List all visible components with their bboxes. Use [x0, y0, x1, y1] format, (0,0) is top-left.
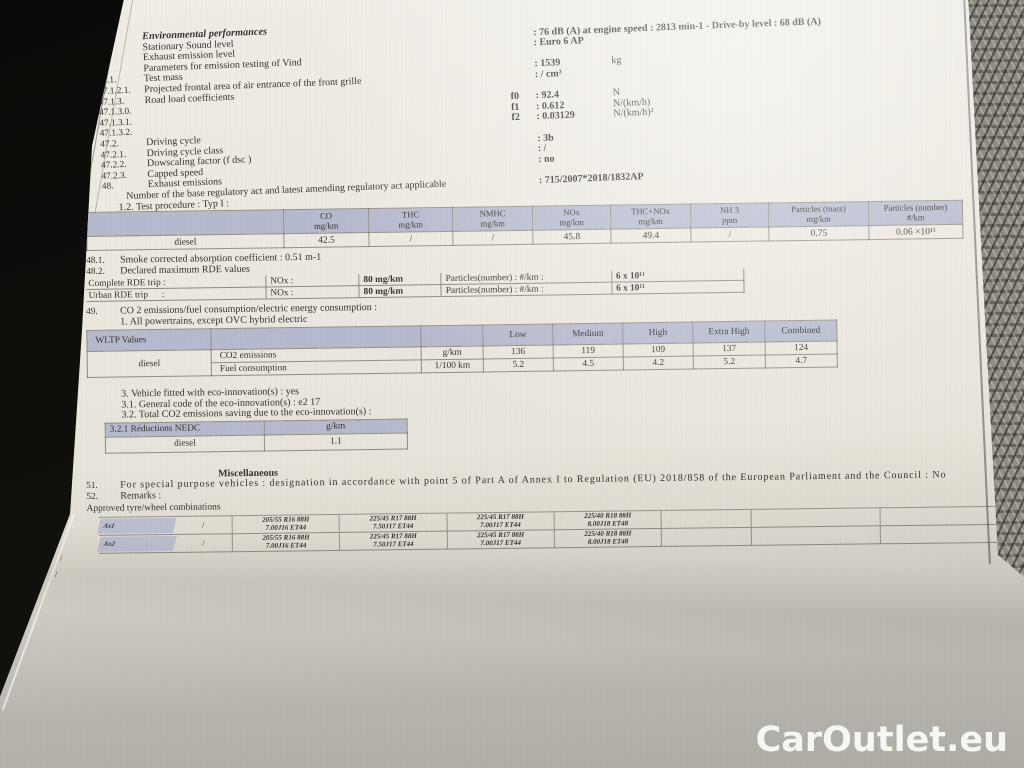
caroutlet-watermark: CarOutlet.eu [755, 720, 1008, 760]
environmental-performances-section: Environmental performances Stationary So… [96, 1, 974, 214]
co2-section: 49. CO 2 emissions/fuel consumption/elect… [86, 296, 868, 453]
nedc-reductions-table: 3.2.1 Réductions NEDC g/km diesel 1.1 [105, 418, 408, 453]
tyre-spec-cell: 225/45 R17 88H 7.50J17 ET44 [339, 531, 447, 550]
slash-mark: / [60, 553, 63, 563]
emissions-value-cell: 45.8 [532, 229, 611, 245]
slash-mark: / [202, 538, 205, 548]
emissions-value-cell: / [690, 227, 769, 243]
emissions-value-cell: 0.06 ×10¹¹ [868, 224, 963, 240]
empty-cell [661, 527, 751, 546]
wltp-header-cell: Medium [552, 323, 624, 345]
empty-cell [879, 524, 1001, 544]
tyre-spec-cell: 225/45 R17 88H 7.00J17 ET44 [446, 512, 554, 531]
fuel-type-cell: diesel [87, 349, 212, 378]
emissions-header-cell: NMHC mg/km [452, 206, 533, 232]
fuel-type-cell: diesel [105, 434, 265, 453]
emissions-header-cell: THC+NOx mg/km [610, 204, 691, 230]
wltp-header-cell: WLTP Values [86, 328, 212, 352]
rde-section: 48.1. Smoke corrected absorption coeffici… [86, 246, 787, 302]
emissions-header-cell: CO mg/km [283, 208, 369, 235]
emissions-header-cell: THC mg/km [368, 207, 453, 233]
emissions-header-cell: Particles (mass) mg/km [768, 201, 869, 228]
emissions-header-cell [86, 209, 284, 237]
emissions-value-cell: / [368, 231, 454, 247]
nedc-data-row: diesel 1.1 [105, 432, 408, 453]
wltp-header-cell [420, 324, 484, 347]
emissions-value-cell: / [452, 230, 533, 246]
slash-mark: / [55, 569, 58, 579]
empty-cell [879, 506, 1001, 526]
tyre-spec-cell: 225/45 R17 88H 7.50J17 ET44 [338, 513, 447, 532]
axle-label: Ax1 [96, 517, 177, 534]
wltp-header-cell: High [622, 322, 694, 345]
emissions-header-cell: NH 3 ppm [690, 202, 769, 229]
axle-label: Ax2 [97, 535, 177, 552]
wltp-header-cell: Combined [764, 320, 838, 343]
tyre-spec-cell: 225/45 R17 88H 7.00J17 ET44 [446, 530, 554, 549]
emissions-value-cell: 42.5 [283, 232, 370, 249]
wltp-header-cell: Low [482, 323, 554, 346]
paper-edge-line [1, 514, 75, 711]
fuel-type-cell: diesel [86, 234, 285, 251]
emissions-value-cell: 0.75 [768, 225, 869, 242]
emissions-header-cell: Particles (number) #/km [868, 200, 963, 226]
empty-cell [750, 508, 880, 527]
empty-cell [660, 509, 751, 528]
emissions-value-cell: 49.4 [610, 228, 691, 244]
emissions-header-cell: NOx mg/km [532, 205, 611, 231]
empty-cell [750, 526, 880, 545]
wltp-header-cell: Extra High [692, 321, 766, 344]
miscellaneous-section: Miscellaneous 51. For special purpose veh… [86, 459, 1007, 554]
tyre-spec-cell: 205/55 R16 88H 7.00J16 ET44 [231, 514, 340, 534]
tyre-spec-cell: 225/40 R18 88H 8.00J18 ET48 [553, 528, 662, 548]
slash-mark: / [201, 520, 205, 530]
tyre-spec-cell: 225/40 R18 88H 8.00J18 ET48 [553, 510, 662, 530]
tyre-spec-cell: 205/55 R16 88H 7.00J16 ET44 [231, 532, 340, 552]
wltp-header-cell [210, 325, 422, 350]
